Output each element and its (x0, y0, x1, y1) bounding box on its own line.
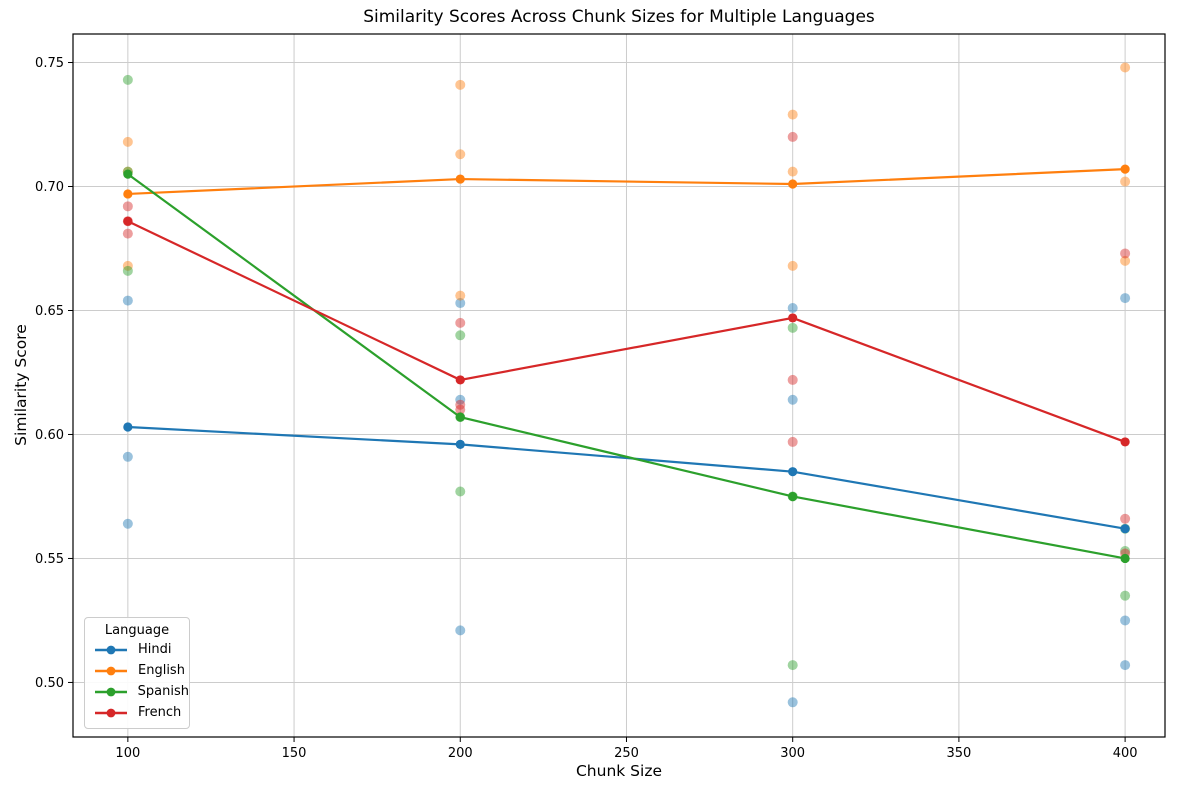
scatter-point-french (787, 131, 798, 142)
legend: Language Hindi English Spanish French (84, 617, 190, 729)
scatter-point-hindi (787, 303, 798, 314)
scatter-point-hindi (122, 518, 133, 529)
trend-line-french (126, 220, 1127, 444)
scatter-point-spanish (1120, 590, 1131, 601)
scatter-point-english (455, 149, 466, 160)
legend-label: French (138, 705, 182, 720)
scatter-point-english (122, 136, 133, 147)
scatter-point-spanish (787, 660, 798, 671)
plot-border (72, 33, 1166, 738)
scatter-point-hindi (122, 295, 133, 306)
y-tick-label: 0.75 (35, 56, 64, 71)
x-axis-label: Chunk Size (575, 762, 662, 780)
scatter-point-english (455, 290, 466, 301)
x-tick-label: 150 (282, 746, 307, 761)
trend-line-spanish (126, 173, 1127, 560)
trend-line-english (126, 168, 1127, 196)
x-tick-label: 350 (946, 746, 971, 761)
scatter-point-french (122, 201, 133, 212)
legend-marker-hindi (95, 645, 127, 654)
scatter-point-spanish (1120, 546, 1131, 557)
scatter-point-french (787, 436, 798, 447)
legend-items: Hindi English Spanish French (85, 639, 189, 723)
line-marker-english (455, 174, 465, 184)
y-tick-label: 0.65 (35, 304, 64, 319)
legend-marker-english (95, 666, 127, 675)
scatter-point-spanish (455, 330, 466, 341)
x-tick-label: 100 (115, 746, 140, 761)
legend-item-spanish: Spanish (85, 681, 189, 702)
legend-item-french: French (85, 702, 189, 723)
line-marker-hindi (455, 439, 465, 449)
scatter-point-english (1120, 62, 1131, 73)
line-marker-spanish (455, 412, 465, 422)
legend-label: Spanish (137, 684, 189, 699)
scatter-point-french (455, 317, 466, 328)
scatter-point-hindi (1120, 615, 1131, 626)
line-marker-hindi (788, 467, 798, 477)
line-marker-french (123, 216, 133, 226)
scatter-point-hindi (455, 625, 466, 636)
scatter-point-hindi (787, 394, 798, 405)
x-tick-label: 300 (780, 746, 805, 761)
line-marker-french (788, 313, 798, 323)
line-marker-english (123, 189, 133, 199)
line-marker-hindi (1120, 524, 1130, 534)
chart-title: Similarity Scores Across Chunk Sizes for… (363, 7, 875, 27)
scatter-point-hindi (1120, 293, 1131, 304)
scatter-point-english (787, 166, 798, 177)
legend-label: English (138, 663, 185, 678)
scatter-point-french (1120, 248, 1131, 259)
scatter-point-spanish (455, 486, 466, 497)
scatter-point-hindi (787, 697, 798, 708)
line-marker-spanish (788, 491, 798, 502)
y-tick-label: 0.70 (35, 180, 64, 195)
legend-marker-french (95, 708, 127, 717)
scatter-point-hindi (455, 298, 466, 309)
line-marker-french (455, 375, 465, 385)
scatter-point-french (787, 374, 798, 385)
scatter-point-hindi (122, 451, 133, 462)
scatter-point-english (455, 79, 466, 90)
scatter-point-french (455, 404, 466, 415)
scatter-point-french (455, 399, 466, 410)
scatter-point-spanish (122, 74, 133, 85)
line-marker-french (1120, 437, 1130, 447)
y-tick-label: 0.55 (35, 552, 64, 567)
legend-marker-spanish (95, 687, 127, 696)
x-tick-label: 200 (448, 746, 473, 761)
scatter-point-english (122, 260, 133, 271)
line-marker-spanish (123, 169, 133, 179)
scatter-point-english (787, 260, 798, 271)
scatter-point-english (1120, 255, 1131, 266)
line-marker-english (1120, 164, 1130, 174)
x-tick-label: 400 (1113, 746, 1138, 761)
scatter-point-hindi (455, 394, 466, 405)
line-marker-spanish (1120, 553, 1130, 564)
legend-item-english: English (85, 660, 189, 681)
scatter-point-english (1120, 176, 1131, 187)
scatter-point-french (1120, 513, 1131, 524)
y-tick-label: 0.50 (35, 676, 64, 691)
line-marker-english (788, 179, 798, 189)
y-tick-label: 0.60 (35, 428, 64, 443)
legend-item-hindi: Hindi (85, 639, 189, 660)
x-tick-label: 250 (614, 746, 639, 761)
line-marker-hindi (123, 422, 133, 432)
scatter-point-english (787, 109, 798, 120)
trend-line-hindi (126, 425, 1127, 530)
scatter-point-spanish (787, 322, 798, 333)
scatter-point-french (122, 228, 133, 239)
scatter-point-hindi (1120, 660, 1131, 671)
scatter-point-spanish (122, 265, 133, 276)
legend-label: Hindi (138, 642, 172, 657)
y-axis-label: Similarity Score (12, 324, 30, 446)
legend-title: Language (104, 623, 170, 638)
